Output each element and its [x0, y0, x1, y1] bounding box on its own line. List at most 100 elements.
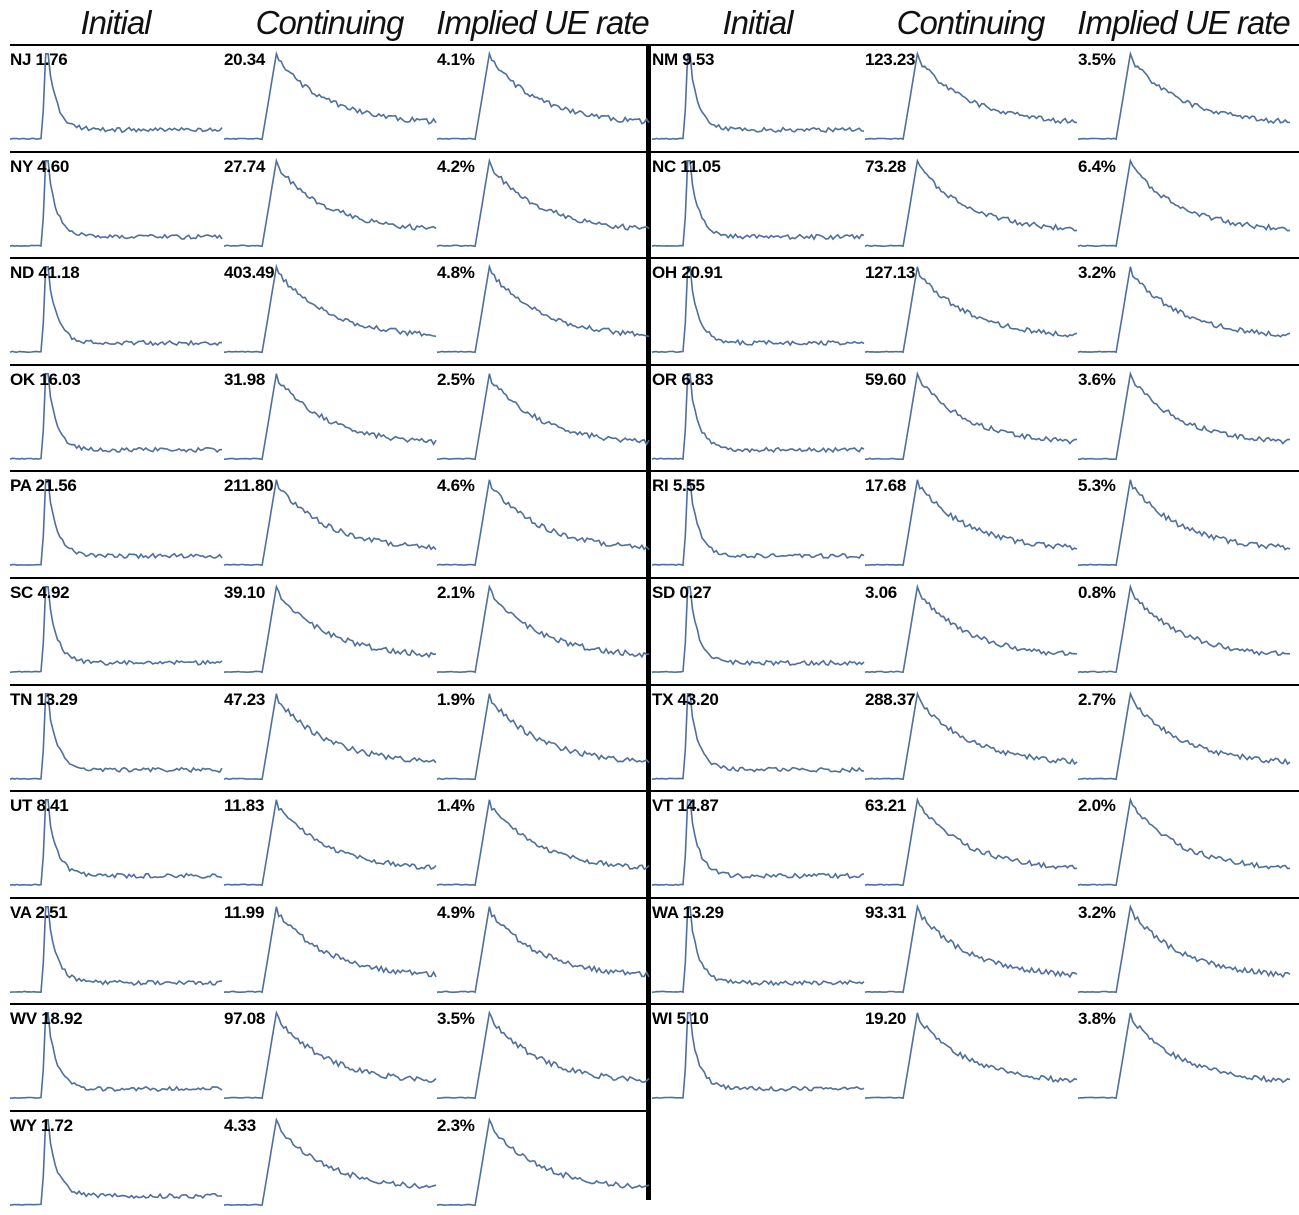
panel-divider: [646, 44, 651, 1200]
cell-label: 3.8%: [1078, 1009, 1116, 1029]
cell-label: 288.37: [865, 689, 916, 709]
sparkline-series: [9, 372, 222, 460]
sparkline-series: [436, 693, 650, 780]
row-separator: [10, 790, 646, 793]
cell-rate-or: 3.6%: [1078, 366, 1291, 469]
cell-label: 17.68: [865, 476, 907, 496]
cell-rate-oh: 3.2%: [1077, 259, 1291, 362]
row-separator: [10, 363, 646, 366]
cell-label: NY 4.60: [10, 156, 70, 176]
cell-label: 2.1%: [437, 583, 475, 602]
sparkline-chart: [1078, 370, 1291, 460]
cell-label: PA 21.56: [10, 476, 77, 496]
cell-label: SC 4.92: [10, 583, 70, 602]
sparkline-series: [1077, 903, 1291, 993]
sparkline-series: [436, 263, 650, 354]
sparkline-series: [651, 692, 865, 780]
cell-label: 3.2%: [1078, 263, 1116, 283]
sparkline-chart: [9, 372, 222, 460]
cell-initial-nm: NM 9.53: [651, 46, 865, 149]
cell-initial-sd: SD 0.27: [651, 579, 865, 682]
sparkline-series: [9, 159, 223, 247]
cell-continuing-vt: 63.21: [864, 792, 1078, 895]
sparkline-chart: [436, 373, 650, 460]
cell-continuing-ny: 27.74: [223, 153, 437, 256]
cell-label: 2.5%: [437, 369, 475, 389]
row-separator: [651, 257, 1299, 260]
cell-initial-ok: OK 16.03: [9, 366, 222, 469]
row-separator: [10, 683, 646, 686]
cell-label: OR 6.83: [652, 369, 714, 389]
cell-label: 93.31: [865, 902, 907, 922]
cell-rate-nd: 4.8%: [436, 259, 650, 362]
cell-initial-wy: WY 1.72: [9, 1112, 223, 1215]
sparkline-series: [9, 53, 223, 141]
sparkline-chart: [864, 50, 1078, 141]
sparkline-chart: [864, 1012, 1078, 1100]
cell-rate-wi: 3.8%: [1077, 1005, 1291, 1108]
sparkline-series: [1078, 370, 1291, 460]
sparkline-chart: [436, 50, 650, 141]
row-separator: [651, 44, 1299, 46]
sparkline-chart: [1077, 266, 1291, 354]
cell-initial-tx: TX 43.20: [651, 686, 865, 789]
cell-initial-tn: TN 13.29: [9, 686, 223, 789]
column-header-right-1: Continuing: [896, 4, 1046, 41]
sparkline-series: [1077, 797, 1291, 887]
sparkline-series: [223, 263, 437, 354]
cell-label: 4.6%: [437, 476, 475, 496]
column-header-right-0: Initial: [722, 4, 793, 41]
row-separator: [651, 150, 1299, 153]
cell-initial-ut: UT 8.41: [9, 792, 223, 895]
sparkline-series: [9, 479, 223, 567]
cell-label: NC 11.05: [652, 156, 721, 176]
sparkline-series: [865, 370, 1078, 460]
cell-label: ND 41.18: [10, 263, 80, 283]
sparkline-chart: [651, 53, 865, 141]
cell-continuing-nm: 123.23: [864, 46, 1078, 149]
row-separator: [651, 470, 1299, 473]
sparkline-chart: [864, 797, 1078, 887]
sparkline-series: [651, 159, 865, 247]
cell-label: 0.8%: [1078, 583, 1116, 602]
cell-label: 3.2%: [1078, 902, 1116, 922]
cell-label: TN 13.29: [10, 689, 78, 709]
sparkline-series: [436, 50, 650, 141]
cell-continuing-ut: 11.83: [223, 792, 437, 895]
cell-label: 4.8%: [437, 263, 475, 283]
sparkline-chart: [9, 266, 223, 354]
cell-label: 2.3%: [437, 1116, 475, 1135]
sparkline-chart: [436, 157, 650, 247]
cell-label: 6.4%: [1078, 156, 1116, 176]
sparkline-series: [864, 903, 1078, 993]
cell-label: 11.99: [224, 902, 265, 922]
sparkline-series: [864, 266, 1078, 354]
sparkline-series: [9, 692, 223, 780]
cell-continuing-nd: 403.49: [223, 259, 437, 362]
sparkline-chart: [864, 903, 1078, 993]
cell-label: 4.33: [224, 1116, 256, 1135]
row-separator: [10, 257, 646, 260]
cell-label: 403.49: [224, 263, 275, 283]
cell-continuing-tn: 47.23: [223, 686, 437, 789]
cell-label: 2.0%: [1078, 796, 1116, 816]
sparkline-chart: [9, 53, 223, 141]
sparkline-chart: [1077, 583, 1291, 674]
sparkline-series: [864, 479, 1078, 567]
cell-continuing-ri: 17.68: [864, 472, 1078, 575]
cell-label: 2.7%: [1078, 689, 1116, 709]
cell-initial-oh: OH 20.91: [651, 259, 865, 362]
cell-initial-sc: SC 4.92: [9, 579, 223, 682]
sparkline-series: [864, 583, 1078, 674]
row-separator: [651, 896, 1299, 899]
cell-label: 31.98: [224, 369, 266, 389]
cell-rate-tn: 1.9%: [436, 686, 650, 789]
sparkline-chart: [651, 266, 865, 354]
sparkline-chart: [865, 370, 1078, 460]
cell-initial-ny: NY 4.60: [9, 153, 223, 256]
cell-label: 4.9%: [437, 902, 475, 922]
sparkline-series: [223, 479, 437, 567]
cell-continuing-wv: 97.08: [223, 1005, 437, 1108]
cell-rate-sd: 0.8%: [1077, 579, 1291, 682]
